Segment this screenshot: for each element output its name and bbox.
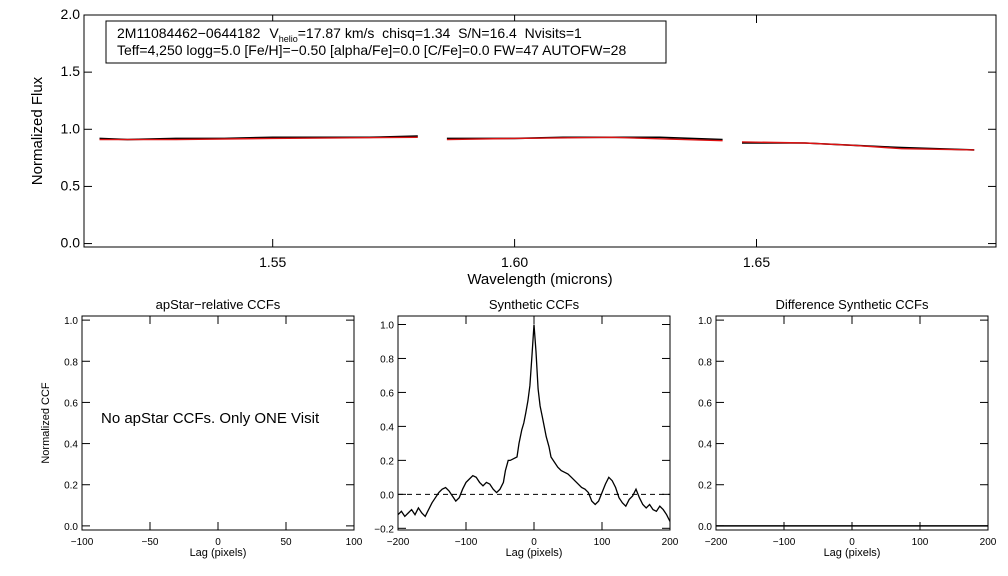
difference-ytick-label: 1.0 (698, 316, 712, 327)
apstar-ytick-label: 1.0 (64, 316, 78, 327)
synthetic-ytick-label: 0.0 (380, 490, 394, 501)
synthetic-xtick-label: 200 (662, 537, 679, 548)
apstar-ccf-panel: −100 −50 0 50 100 0.0 0.2 0.4 0.6 0.8 1.0 apStar−r… (40, 297, 363, 559)
spectrum-xtick-label: 1.65 (743, 254, 770, 270)
apstar-xtick-label: 0 (215, 537, 221, 548)
model-spectrum-segment (741, 141, 975, 151)
apstar-xtick-label: 100 (346, 537, 363, 548)
spectrum-series-group (99, 135, 975, 151)
synthetic-series-group (397, 324, 671, 522)
difference-ytick-label: 0.8 (698, 357, 712, 368)
spectrum-ytick-label: 2.0 (61, 6, 81, 22)
apstar-ylabel: Normalized CCF (40, 382, 52, 464)
difference-xtick-label: −100 (773, 537, 796, 548)
apstar-xlabel: Lag (pixels) (190, 547, 247, 559)
spectrum-ytick-label: 0.5 (61, 177, 81, 193)
synthetic-xtick-label: −200 (387, 537, 410, 548)
synthetic-xtick-label: 100 (594, 537, 611, 548)
synthetic-ytick-label: 0.4 (380, 422, 394, 433)
annotation-velocity-symbol: V (269, 25, 279, 41)
spectrum-ytick-label: 1.0 (61, 120, 81, 136)
apstar-xtick-label: −100 (71, 537, 94, 548)
difference-xtick-label: 0 (849, 537, 855, 548)
difference-ytick-label: 0.2 (698, 481, 712, 492)
annotation-line-1: 2M11084462−0644182 Vhelio=17.87 km/s chis… (117, 25, 582, 44)
difference-ccf-panel: −200 −100 0 100 200 0.0 0.2 0.4 0.6 0.8 1.0 Differ… (698, 297, 997, 559)
apstar-ytick-label: 0.2 (64, 481, 78, 492)
spectrum-ticks-group: 1.55 1.60 1.65 0.0 0.5 1.0 1.5 2.0 (61, 6, 996, 270)
spectrum-xlabel: Wavelength (microns) (467, 271, 612, 288)
difference-xtick-label: −200 (705, 537, 728, 548)
synthetic-ytick-label: −0.2 (374, 524, 394, 535)
difference-title: Difference Synthetic CCFs (776, 297, 929, 312)
difference-xlabel: Lag (pixels) (824, 547, 881, 559)
synthetic-xlabel: Lag (pixels) (506, 547, 563, 559)
apstar-ytick-label: 0.4 (64, 440, 78, 451)
difference-ticks-group: −200 −100 0 100 200 0.0 0.2 0.4 0.6 0.8 1.0 (698, 316, 997, 548)
difference-ytick-label: 0.4 (698, 440, 712, 451)
apstar-no-data-message: No apStar CCFs. Only ONE Visit (101, 410, 320, 427)
spectrum-xtick-label: 1.60 (501, 254, 528, 270)
spectrum-ytick-label: 0.0 (61, 235, 81, 251)
difference-xtick-label: 200 (980, 537, 997, 548)
spectrum-ylabel: Normalized Flux (29, 76, 46, 185)
annotation-line-1-rest: =17.87 km/s chisq=1.34 S/N=16.4 Nvisits=… (298, 25, 582, 41)
synthetic-xtick-label: 0 (531, 537, 537, 548)
difference-ytick-label: 0.0 (698, 522, 712, 533)
spectrum-panel: 1.55 1.60 1.65 0.0 0.5 1.0 1.5 2.0 Wavelength (… (29, 6, 997, 288)
spectrum-xtick-label: 1.55 (259, 254, 286, 270)
synthetic-ytick-label: 0.8 (380, 354, 394, 365)
synthetic-ccf-line (397, 324, 671, 522)
synthetic-ccf-panel: −200 −100 0 100 200 −0.2 0.0 0.2 0.4 0.6 0.8 1.0 Sy… (374, 297, 679, 559)
synthetic-ytick-label: 0.2 (380, 456, 394, 467)
spectrum-ytick-label: 1.5 (61, 63, 81, 79)
annotation-line-2: Teff=4,250 logg=5.0 [Fe/H]=−0.50 [alpha/… (117, 42, 626, 58)
synthetic-plot-frame (397, 315, 671, 531)
apstar-ticks-group: −100 −50 0 50 100 0.0 0.2 0.4 0.6 0.8 1.0 (64, 316, 363, 548)
annotation-velocity-subscript: helio (279, 34, 298, 44)
apstar-xtick-label: 50 (280, 537, 292, 548)
synthetic-ytick-label: 0.6 (380, 388, 394, 399)
model-spectrum-segment (99, 136, 418, 141)
apstar-ytick-label: 0.0 (64, 522, 78, 533)
synthetic-xtick-label: −100 (455, 537, 478, 548)
apstar-ytick-label: 0.8 (64, 357, 78, 368)
synthetic-ticks-group: −200 −100 0 100 200 −0.2 0.0 0.2 0.4 0.6 0.8 1.0 (374, 316, 679, 548)
apstar-xtick-label: −50 (142, 537, 159, 548)
synthetic-ytick-label: 1.0 (380, 320, 394, 331)
annotation-star-id: 2M11084462−0644182 (117, 25, 261, 41)
apstar-title: apStar−relative CCFs (156, 297, 281, 312)
difference-xtick-label: 100 (912, 537, 929, 548)
synthetic-title: Synthetic CCFs (489, 297, 580, 312)
apstar-ytick-label: 0.6 (64, 398, 78, 409)
difference-ytick-label: 0.6 (698, 398, 712, 409)
model-spectrum-segment (446, 136, 723, 142)
spectrum-plot-frame (83, 14, 997, 248)
difference-plot-frame (715, 315, 989, 531)
spectrum-annotation-box (105, 20, 667, 64)
